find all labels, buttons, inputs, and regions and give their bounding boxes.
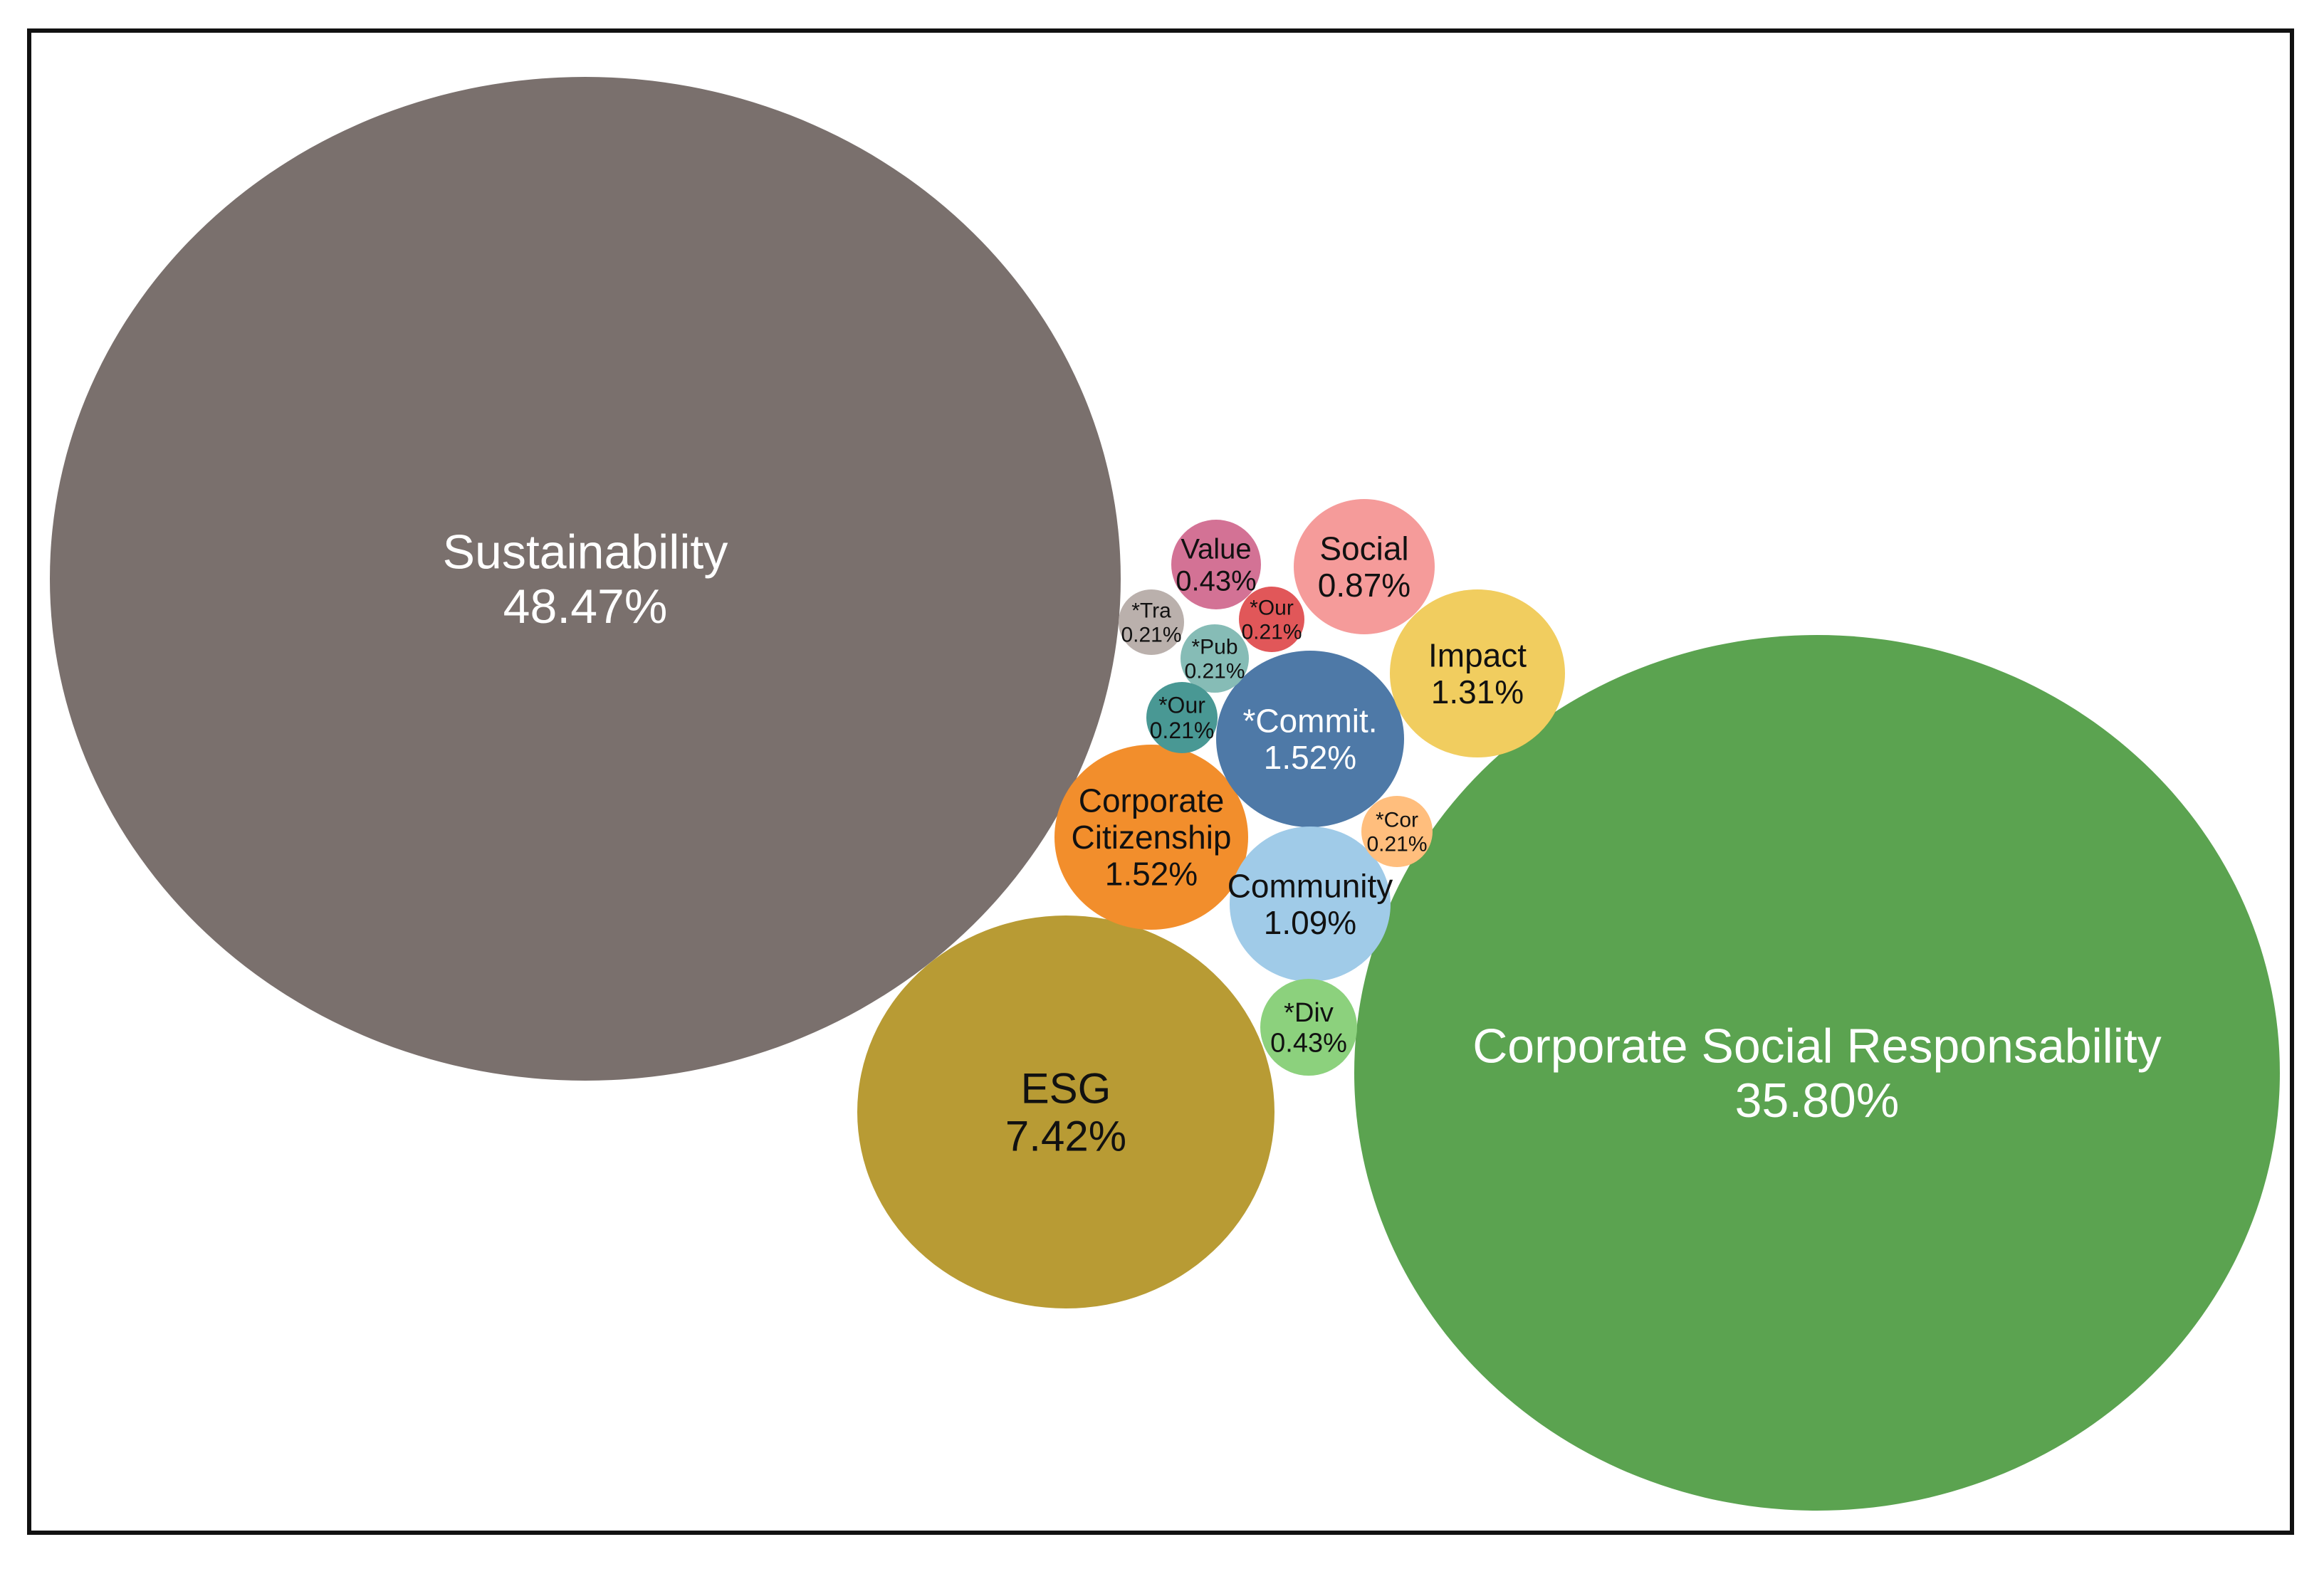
bubble-value-label: 0.21%	[1121, 623, 1181, 646]
bubble-value-label: 0.21%	[1241, 620, 1302, 644]
bubble-value-label: 48.47%	[503, 579, 668, 634]
bubble-shape	[857, 915, 1274, 1308]
bubble-name-label: *Our	[1250, 597, 1294, 620]
bubble-value-label: 0.21%	[1366, 832, 1427, 856]
bubble-value-label: 1.09%	[1264, 904, 1356, 941]
bubble-shape	[1119, 589, 1184, 655]
bubble-shape	[1239, 587, 1304, 652]
bubble-name-label: Citizenship	[1072, 819, 1232, 856]
bubble-value-label: 1.52%	[1264, 739, 1356, 776]
bubble-shape	[1390, 589, 1565, 757]
bubble-shape	[1260, 979, 1357, 1076]
bubble-name-label: Corporate Social Responsability	[1472, 1019, 2162, 1074]
bubble-shape	[1171, 520, 1261, 609]
bubble-name-label: Value	[1181, 534, 1251, 565]
bubble-value-label: 0.21%	[1184, 659, 1245, 683]
bubble-shape	[1361, 796, 1433, 867]
bubble-name-label: *Tra	[1131, 599, 1171, 623]
bubble-name-label: Social	[1319, 530, 1408, 567]
bubble-value-label: 0.87%	[1318, 567, 1410, 604]
bubble-name-label: *Div	[1284, 998, 1334, 1028]
bubble-shape	[50, 77, 1121, 1081]
bubble-value-label: 1.52%	[1105, 856, 1198, 893]
bubble-value-label: 1.31%	[1431, 673, 1524, 710]
bubble-value-label: 35.80%	[1735, 1074, 1900, 1128]
bubble-shape	[1354, 635, 2280, 1511]
bubble-name-label: ESG	[1021, 1064, 1111, 1112]
bubble-value-label: 0.43%	[1270, 1029, 1347, 1059]
bubble-shape	[1216, 651, 1404, 827]
bubble-shape	[1054, 745, 1248, 930]
bubble-name-label: Impact	[1428, 636, 1527, 673]
bubble-shape	[1146, 682, 1218, 753]
bubble-name-label: *Pub	[1191, 636, 1237, 659]
bubble-value-label: 0.43%	[1176, 565, 1256, 597]
bubble-name-label: Sustainability	[443, 525, 728, 579]
bubble-shape	[1294, 499, 1435, 634]
bubble-name-label: *Commit.	[1242, 702, 1377, 739]
bubble-value-label: 7.42%	[1005, 1113, 1126, 1160]
bubble-commit-4: *Commit.1.52%	[1216, 651, 1404, 827]
bubble-name-label: *Our	[1158, 692, 1205, 718]
bubble-name-label: Community	[1228, 867, 1393, 904]
bubble-name-label: *Cor	[1376, 809, 1418, 832]
bubble-shape	[1181, 624, 1249, 693]
bubble-shape	[1230, 827, 1391, 982]
bubble-value-label: 0.21%	[1150, 718, 1215, 743]
bubble-name-label: Corporate	[1079, 782, 1225, 819]
